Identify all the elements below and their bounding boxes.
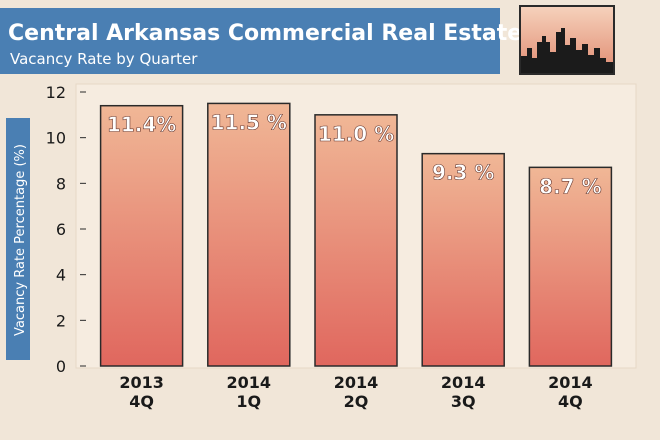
x-tick-quarter: 1Q xyxy=(236,392,261,411)
bar xyxy=(314,114,398,367)
x-tick-year: 2014 xyxy=(334,373,379,392)
bar xyxy=(528,166,613,367)
x-tick-year: 2014 xyxy=(227,373,272,392)
bar-value-label: 9.3 % xyxy=(432,161,494,185)
y-tick-label: 12 xyxy=(46,83,66,102)
bar-value-label: 11.4% xyxy=(107,113,176,137)
bar xyxy=(421,152,505,367)
bar-value-label: 11.5 % xyxy=(211,110,287,134)
x-tick-label: 2013 4Q xyxy=(119,373,164,411)
y-tick-label: 0 xyxy=(56,357,66,376)
x-tick-label: 2014 1Q xyxy=(227,373,272,411)
bar xyxy=(99,104,184,367)
y-axis-label-banner: Vacancy Rate Percentage (%) xyxy=(6,118,30,360)
x-tick-quarter: 4Q xyxy=(558,392,583,411)
y-tick-label: 2 xyxy=(56,311,66,330)
title-banner: Central Arkansas Commercial Real Estate … xyxy=(0,8,522,74)
y-axis-label-background xyxy=(6,118,30,360)
y-tick-label: 8 xyxy=(56,174,66,193)
bar xyxy=(207,102,291,367)
chart-subtitle: Vacancy Rate by Quarter xyxy=(10,50,198,68)
x-tick-label: 2014 2Q xyxy=(334,373,379,411)
x-tick-quarter: 4Q xyxy=(129,392,154,411)
x-tick-quarter: 2Q xyxy=(344,392,369,411)
title-banner-background xyxy=(0,8,500,74)
y-tick-label: 4 xyxy=(56,266,66,285)
y-tick-label: 10 xyxy=(46,129,66,148)
y-tick-label: 6 xyxy=(56,220,66,239)
x-tick-year: 2014 xyxy=(441,373,486,392)
x-tick-label: 2014 3Q xyxy=(441,373,486,411)
x-tick-label: 2014 4Q xyxy=(548,373,593,411)
chart-title: Central Arkansas Commercial Real Estate xyxy=(8,21,522,46)
bar-value-label: 11.0 % xyxy=(318,122,394,146)
bar-value-label: 8.7 % xyxy=(539,174,601,198)
y-axis-ticks: 0 2 4 6 8 10 12 xyxy=(46,83,86,376)
bars: 11.4% 11.5 % 11.0 % 9.3 % 8.7 % xyxy=(99,102,613,367)
y-axis-label: Vacancy Rate Percentage (%) xyxy=(13,144,28,336)
x-tick-quarter: 3Q xyxy=(451,392,476,411)
x-tick-year: 2013 xyxy=(119,373,164,392)
city-skyline-icon xyxy=(519,5,615,75)
x-tick-year: 2014 xyxy=(548,373,593,392)
